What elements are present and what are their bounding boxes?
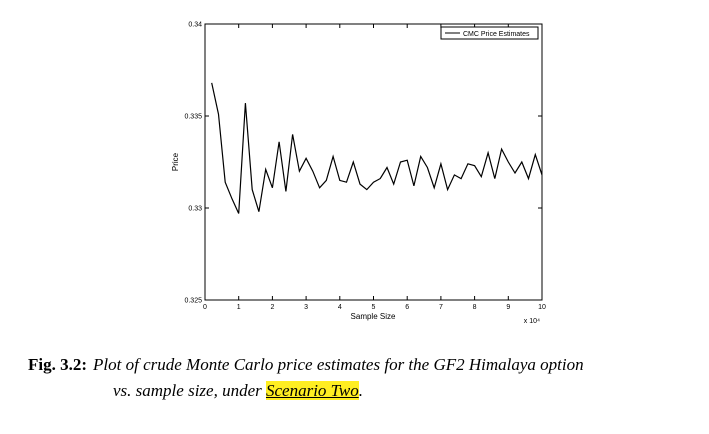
x-tick-label: 10 [538, 304, 546, 311]
legend-box [440, 26, 539, 40]
plot-frame [204, 23, 543, 301]
x-tick-label: 5 [372, 304, 376, 311]
x-axis-label: Sample Size [351, 312, 396, 321]
x-tick-label: 1 [237, 304, 241, 311]
axis-ticks [204, 23, 543, 301]
y-axis-label: Price [171, 152, 180, 171]
legend: CMC Price Estimates [440, 26, 539, 40]
y-tick-label: 0.34 [188, 22, 202, 29]
caption-line2-suffix: . [358, 381, 363, 400]
y-tick-label: 0.325 [184, 298, 202, 305]
x-tick-label: 7 [439, 304, 443, 311]
caption-line2: vs. sample size, under Scenario Two. [28, 378, 698, 404]
y-tick-label: 0.335 [184, 114, 202, 121]
x-tick-label: 8 [473, 304, 477, 311]
y-tick-label: 0.33 [188, 206, 202, 213]
x-tick-label: 6 [405, 304, 409, 311]
caption-lead: Fig. 3.2: [28, 355, 88, 374]
x-tick-label: 3 [304, 304, 308, 311]
legend-label: CMC Price Estimates [463, 31, 530, 38]
x-tick-label: 0 [203, 304, 207, 311]
x-tick-label: 4 [338, 304, 342, 311]
caption-line1: Plot of crude Monte Carlo price estimate… [93, 355, 584, 374]
figure-caption: Fig. 3.2: Plot of crude Monte Carlo price… [28, 352, 698, 404]
x-tick-label: 2 [270, 304, 274, 311]
x-tick-label: 9 [506, 304, 510, 311]
series-line-cmc [211, 82, 543, 214]
caption-highlight: Scenario Two [265, 381, 359, 400]
caption-line2-prefix: vs. sample size, under [113, 381, 266, 400]
x-axis-scale-note: x 10⁴ [524, 318, 540, 325]
tick-labels: 0 1 2 3 4 5 6 7 8 9 10 0.325 0.33 0.335 0.34 [184, 22, 546, 312]
